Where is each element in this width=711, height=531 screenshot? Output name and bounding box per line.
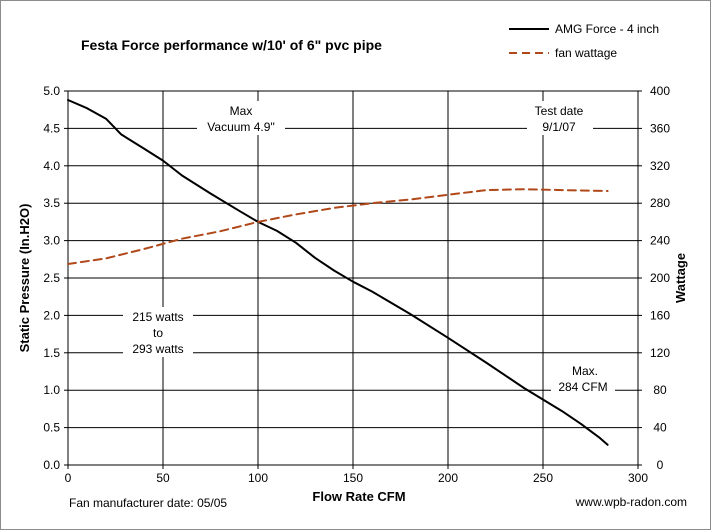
y-tick-label: 1.5 (43, 346, 60, 360)
y2-tick-label: 280 (650, 196, 670, 210)
footer-manufacturer-date: Fan manufacturer date: 05/05 (69, 496, 227, 510)
y2-tick-label: 0 (657, 458, 664, 472)
y-tick-label: 5.0 (43, 84, 60, 98)
y-axis-title: Static Pressure (In.H2O) (17, 204, 32, 353)
annotation-line: 9/1/07 (542, 120, 576, 134)
annotation-box (527, 101, 593, 135)
legend-label-pressure: AMG Force - 4 inch (555, 22, 659, 36)
annotation-line: Vacuum 4.9" (207, 120, 274, 134)
y2-axis-title: Wattage (673, 253, 688, 303)
footer-website: www.wpb-radon.com (575, 495, 687, 509)
x-tick-label: 50 (156, 471, 170, 485)
x-tick-label: 0 (65, 471, 72, 485)
y2-tick-label: 120 (650, 346, 670, 360)
x-tick-label: 250 (533, 471, 553, 485)
x-tick-label: 300 (628, 471, 648, 485)
legend: AMG Force - 4 inch fan wattage (509, 22, 659, 60)
x-axis-title: Flow Rate CFM (312, 489, 405, 504)
y-tick-label: 2.0 (43, 308, 60, 322)
y2-tick-label: 240 (650, 234, 670, 248)
y2-tick-label: 360 (650, 121, 670, 135)
y2-tick-label: 80 (653, 383, 667, 397)
annotation-test-date: Test date 9/1/07 (527, 101, 593, 135)
y2-tick-label: 40 (653, 421, 667, 435)
legend-label-wattage: fan wattage (555, 46, 617, 60)
annotation-line: 284 CFM (558, 380, 607, 394)
annotation-max-vacuum: Max Vacuum 4.9" (197, 101, 285, 135)
annotation-line: to (153, 326, 163, 340)
y-tick-label: 3.0 (43, 234, 60, 248)
annotation-box (123, 307, 193, 357)
annotation-max-cfm: Max. 284 CFM (551, 361, 615, 395)
x-tick-label: 100 (248, 471, 268, 485)
fan-wattage-line (67, 188, 609, 265)
annotation-line: Max. (572, 364, 598, 378)
annotation-line: Test date (535, 104, 584, 118)
y-tick-label: 2.5 (43, 271, 60, 285)
y-tick-label: 1.0 (43, 383, 60, 397)
y-tick-label: 4.0 (43, 159, 60, 173)
annotation-box (197, 101, 285, 135)
tick-layer: 0 50 100 150 200 250 300 0.0 0.5 1.0 1.5 2.0 2.5 3.0 3… (43, 84, 670, 485)
y2-tick-label: 160 (650, 308, 670, 322)
y-tick-label: 4.5 (43, 121, 60, 135)
x-tick-label: 200 (438, 471, 458, 485)
annotation-watts-range: 215 watts to 293 watts (123, 307, 193, 357)
y2-tick-label: 320 (650, 159, 670, 173)
y2-tick-label: 400 (650, 84, 670, 98)
y-tick-label: 0.5 (43, 421, 60, 435)
static-pressure-line (67, 99, 609, 446)
grid-layer (68, 91, 638, 465)
y-tick-label: 3.5 (43, 196, 60, 210)
annotation-line: Max (230, 104, 253, 118)
x-tick-label: 150 (343, 471, 363, 485)
chart-title: Festa Force performance w/10' of 6" pvc … (81, 37, 382, 53)
y2-tick-label: 200 (650, 271, 670, 285)
y-tick-label: 0.0 (43, 458, 60, 472)
series-layer (67, 99, 609, 446)
annotation-box (551, 361, 615, 395)
annotation-line: 293 watts (132, 342, 183, 356)
annotation-line: 215 watts (132, 310, 183, 324)
